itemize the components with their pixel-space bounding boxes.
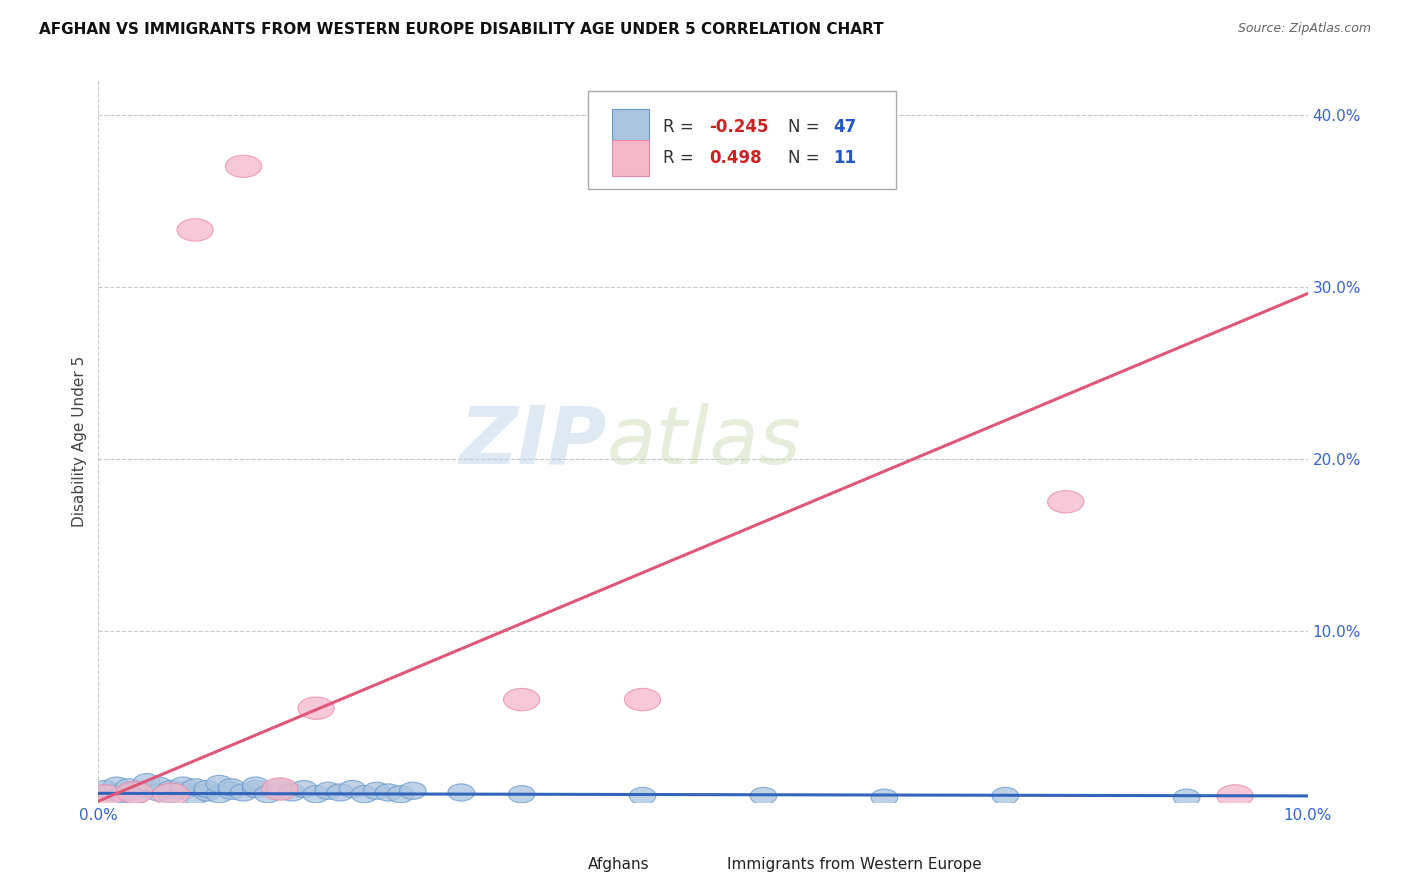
Text: ZIP: ZIP <box>458 402 606 481</box>
Text: N =: N = <box>787 119 824 136</box>
FancyBboxPatch shape <box>588 91 897 189</box>
Ellipse shape <box>291 780 318 797</box>
Text: AFGHAN VS IMMIGRANTS FROM WESTERN EUROPE DISABILITY AGE UNDER 5 CORRELATION CHAR: AFGHAN VS IMMIGRANTS FROM WESTERN EUROPE… <box>39 22 884 37</box>
Ellipse shape <box>254 786 281 803</box>
Text: 47: 47 <box>834 119 856 136</box>
Ellipse shape <box>339 780 366 797</box>
Ellipse shape <box>1047 491 1084 513</box>
Ellipse shape <box>225 155 262 178</box>
Ellipse shape <box>153 783 190 805</box>
Ellipse shape <box>624 689 661 711</box>
Ellipse shape <box>352 786 378 803</box>
Ellipse shape <box>170 782 197 799</box>
FancyBboxPatch shape <box>540 848 574 880</box>
Text: -0.245: -0.245 <box>709 119 769 136</box>
Ellipse shape <box>97 784 124 801</box>
Ellipse shape <box>751 788 776 805</box>
Ellipse shape <box>267 779 292 796</box>
Ellipse shape <box>134 780 160 797</box>
Text: atlas: atlas <box>606 402 801 481</box>
Ellipse shape <box>194 780 221 797</box>
Text: N =: N = <box>787 149 824 168</box>
Ellipse shape <box>375 784 402 801</box>
Ellipse shape <box>181 788 208 805</box>
FancyBboxPatch shape <box>613 109 648 145</box>
Ellipse shape <box>170 777 197 794</box>
Ellipse shape <box>157 786 184 803</box>
Text: Source: ZipAtlas.com: Source: ZipAtlas.com <box>1237 22 1371 36</box>
Ellipse shape <box>872 789 897 806</box>
Ellipse shape <box>509 786 534 803</box>
Ellipse shape <box>103 777 129 794</box>
Ellipse shape <box>399 782 426 799</box>
Y-axis label: Disability Age Under 5: Disability Age Under 5 <box>72 356 87 527</box>
Ellipse shape <box>262 778 298 800</box>
Ellipse shape <box>363 782 389 799</box>
Ellipse shape <box>218 779 245 796</box>
Ellipse shape <box>302 786 329 803</box>
Ellipse shape <box>993 788 1018 805</box>
Text: R =: R = <box>664 119 699 136</box>
Ellipse shape <box>115 779 142 796</box>
Ellipse shape <box>449 784 474 801</box>
Ellipse shape <box>218 782 245 799</box>
Ellipse shape <box>278 784 305 801</box>
Ellipse shape <box>146 777 172 794</box>
Ellipse shape <box>267 782 292 799</box>
Ellipse shape <box>207 786 232 803</box>
Ellipse shape <box>121 782 148 799</box>
Ellipse shape <box>194 784 221 801</box>
Ellipse shape <box>630 788 655 805</box>
Ellipse shape <box>121 788 148 805</box>
Ellipse shape <box>298 697 335 719</box>
Ellipse shape <box>207 775 232 792</box>
Ellipse shape <box>157 780 184 797</box>
Ellipse shape <box>110 786 136 803</box>
Ellipse shape <box>315 782 342 799</box>
Ellipse shape <box>328 784 353 801</box>
Ellipse shape <box>91 780 118 797</box>
Ellipse shape <box>1174 789 1199 806</box>
Ellipse shape <box>146 784 172 801</box>
Text: 0.498: 0.498 <box>709 149 762 168</box>
Text: 11: 11 <box>834 149 856 168</box>
Text: R =: R = <box>664 149 699 168</box>
Ellipse shape <box>1218 785 1253 807</box>
Ellipse shape <box>388 786 413 803</box>
Ellipse shape <box>86 785 122 807</box>
FancyBboxPatch shape <box>679 848 713 880</box>
Ellipse shape <box>242 780 269 797</box>
Ellipse shape <box>117 781 153 804</box>
Ellipse shape <box>181 779 208 796</box>
Ellipse shape <box>177 219 214 241</box>
Ellipse shape <box>231 784 257 801</box>
Ellipse shape <box>503 689 540 711</box>
FancyBboxPatch shape <box>613 140 648 177</box>
Ellipse shape <box>242 777 269 794</box>
Text: Afghans: Afghans <box>588 856 650 871</box>
Ellipse shape <box>134 773 160 791</box>
Text: Immigrants from Western Europe: Immigrants from Western Europe <box>727 856 981 871</box>
